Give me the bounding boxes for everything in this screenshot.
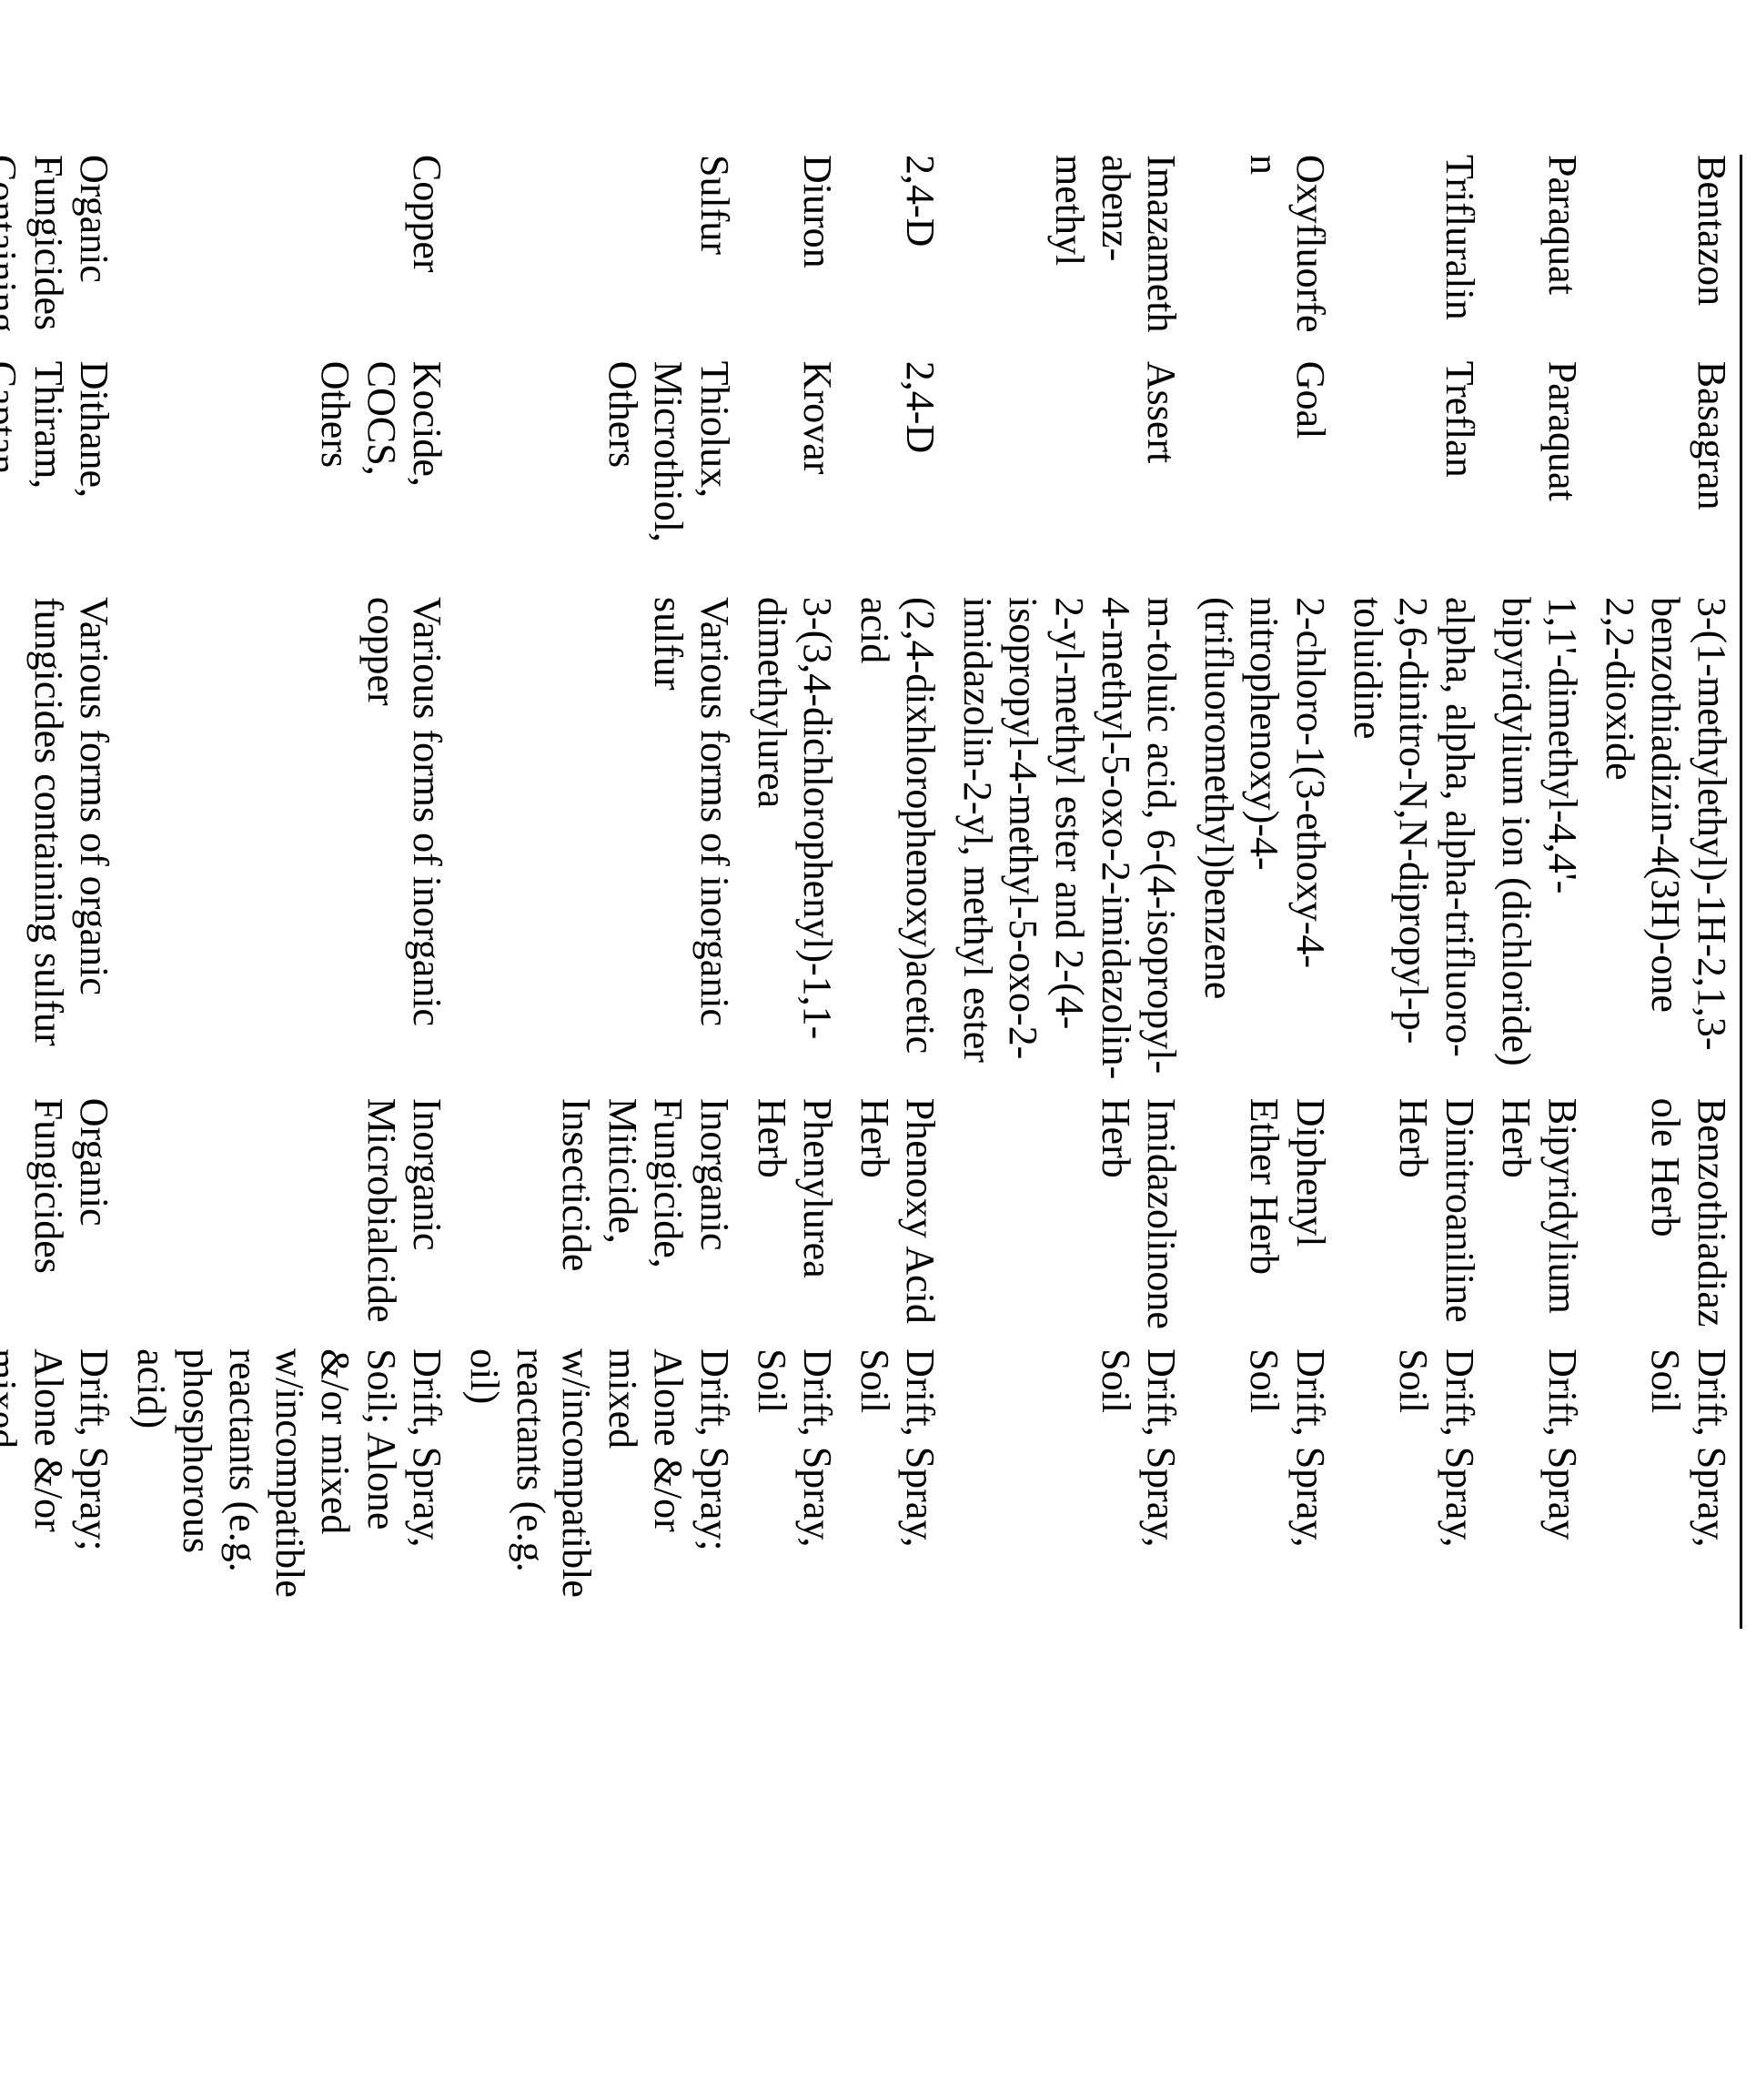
table-row: Imazamethabenz-methylAssertm-toluic acid… <box>948 155 1189 1629</box>
cell-category: Dinitroaniline Herb <box>1338 1098 1488 1348</box>
cell-scenario: Drift, Spray, Soil <box>1590 1348 1741 1629</box>
cell-trade: Treflan <box>1338 361 1488 597</box>
page-root: FIG. 1B Common Name Trade Name Chemical … <box>0 0 1756 1756</box>
cell-scenario: Drift, Spray <box>1488 1348 1590 1629</box>
cell-common: 2,4-D <box>845 155 948 361</box>
table-row: OxyfluorfenGoal2-chloro-1(3-ethoxy-4-nit… <box>1189 155 1338 1629</box>
cell-trade: 2,4-D <box>845 361 948 597</box>
table-row: SulfurThiolux, Microthiol, OthersVarious… <box>455 155 742 1629</box>
header-text: Name <box>1749 155 1756 253</box>
col-chemical-name: Chemical Name <box>1741 597 1756 1098</box>
table-row: Organic Fungicides Containing SulfurDith… <box>0 155 122 1629</box>
cell-chem: alpha, alpha, alpha-trifluoro-2,6-dinitr… <box>1338 597 1488 1098</box>
cell-common: Oxyfluorfen <box>1189 155 1338 361</box>
cell-chem: m-toluic acid, 6-(4-isopropyl-4-methyl-5… <box>948 597 1189 1098</box>
cell-chem: Various forms of organic fungicides cont… <box>0 597 122 1098</box>
table-body: BentazonBasagran3-(1-methylethyl)-1H-2,1… <box>0 155 1741 1629</box>
cell-category: Benzothiadiazole Herb <box>1590 1098 1741 1348</box>
cell-trade: Goal <box>1189 361 1338 597</box>
cell-common: Paraquat <box>1488 155 1590 361</box>
cell-category: Phenylurea Herb <box>742 1098 845 1348</box>
cell-category: Diphenyl Ether Herb <box>1189 1098 1338 1348</box>
cell-trade: Basagran <box>1590 361 1741 597</box>
cell-scenario: Drift, Spray, Soil; Alone &/or mixed w/i… <box>122 1348 455 1629</box>
header-text: Name <box>1749 361 1756 459</box>
table-row: TrifluralinTreflanalpha, alpha, alpha-tr… <box>1338 155 1488 1629</box>
cell-category: Phenoxy Acid Herb <box>845 1098 948 1348</box>
col-category: Category <box>1741 1098 1756 1348</box>
cell-chem: 3-(1-methylethyl)-1H-2,1,3-benzothiadizi… <box>1590 597 1741 1098</box>
cell-chem: 2-chloro-1(3-ethoxy-4-nitrophenoxy)-4-(t… <box>1189 597 1338 1098</box>
cell-chem: Various forms of inorganic sulfur <box>455 597 742 1098</box>
cell-common: Diuron <box>742 155 845 361</box>
cell-trade: Kocide, COCS, Others <box>122 361 455 597</box>
cell-common: Imazamethabenz-methyl <box>948 155 1189 361</box>
cell-chem: 3-(3,4-dichlorophenyl)-1,1-dimethylurea <box>742 597 845 1098</box>
table-row: ParaquatParaquat1,1'-dimethyl-4,4'-bipyr… <box>1488 155 1590 1629</box>
cell-scenario: Drift, Spray, Soil <box>1189 1348 1338 1629</box>
table-row: DiuronKrovar3-(3,4-dichlorophenyl)-1,1-d… <box>742 155 845 1629</box>
cell-category: Inorganic Microbialcide <box>122 1098 455 1348</box>
col-common-name: Common Name <box>1741 155 1756 361</box>
cell-scenario: Drift, Spray, Soil <box>1338 1348 1488 1629</box>
cell-scenario: Drift, Spray, Soil <box>742 1348 845 1629</box>
cell-trade: Thiolux, Microthiol, Others <box>455 361 742 597</box>
table-header: Common Name Trade Name Chemical Name Cat… <box>1741 155 1756 1629</box>
cell-common: Bentazon <box>1590 155 1741 361</box>
cell-category: Bipyridylium Herb <box>1488 1098 1590 1348</box>
cell-category: Imidazolinone Herb <box>948 1098 1189 1348</box>
cell-scenario: Drift, Spray; Alone &/or mixed w/incompa… <box>455 1348 742 1629</box>
cell-category: Organic Fungicides <box>0 1098 122 1348</box>
cell-trade: Assert <box>948 361 1189 597</box>
cell-scenario: Drift, Spray, Soil <box>845 1348 948 1629</box>
cell-chem: Various forms of inorganic copper <box>122 597 455 1098</box>
cell-scenario: Drift, Spray; Alone &/or mixed w/incompa… <box>0 1348 122 1629</box>
table-row: CopperKocide, COCS, OthersVarious forms … <box>122 155 455 1629</box>
herbicide-table: Common Name Trade Name Chemical Name Cat… <box>0 155 1756 1629</box>
table-row: BentazonBasagran3-(1-methylethyl)-1H-2,1… <box>1590 155 1741 1629</box>
cell-common: Copper <box>122 155 455 361</box>
cell-common: Sulfur <box>455 155 742 361</box>
cell-trade: Paraquat <box>1488 361 1590 597</box>
col-scenario: Scenario(s) <box>1741 1348 1756 1629</box>
cell-trade: Dithane, Thiram, Captan, Plantvax, Other… <box>0 361 122 597</box>
col-trade-name: Trade Name <box>1741 361 1756 597</box>
cell-common: Trifluralin <box>1338 155 1488 361</box>
cell-chem: 1,1'-dimethyl-4,4'-bipyridylium ion (dic… <box>1488 597 1590 1098</box>
cell-category: Inorganic Fungicide, Miticide, Insectici… <box>455 1098 742 1348</box>
cell-common: Organic Fungicides Containing Sulfur <box>0 155 122 361</box>
cell-trade: Krovar <box>742 361 845 597</box>
cell-scenario: Drift, Spray, Soil <box>948 1348 1189 1629</box>
table-row: 2,4-D2,4-D(2,4-dixhlorophenoxy)acetic ac… <box>845 155 948 1629</box>
cell-chem: (2,4-dixhlorophenoxy)acetic acid <box>845 597 948 1098</box>
